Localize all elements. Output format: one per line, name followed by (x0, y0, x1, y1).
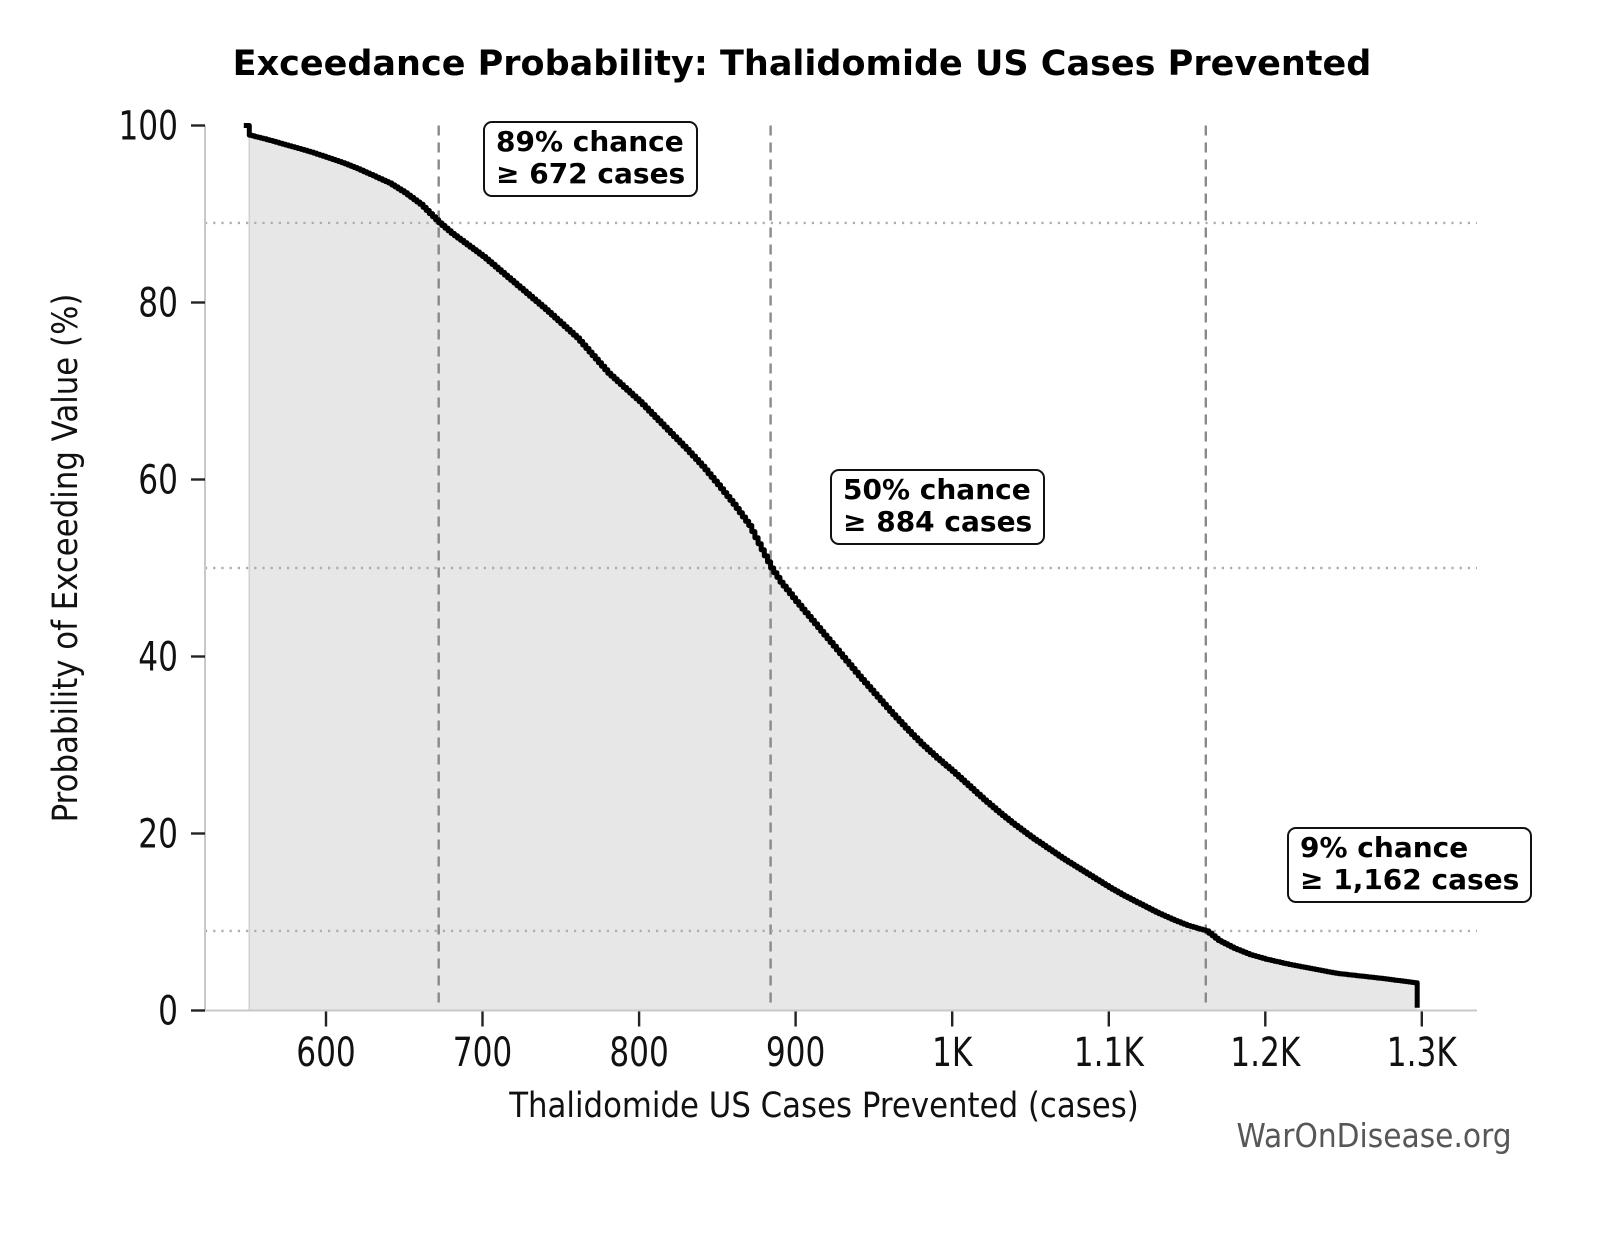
svg-text:1.2K: 1.2K (1230, 1030, 1301, 1076)
svg-text:700: 700 (453, 1030, 513, 1076)
axes-spines-ticks (191, 124, 1477, 1027)
tick-labels: 600 700 800 900 1K 1.1K 1.2K 1.3K 0 20 40 60 80 100 (118, 104, 1458, 1076)
area-fill (248, 125, 1418, 1011)
svg-text:0: 0 (158, 989, 178, 1035)
x-axis-label-text: Thalidomide US Cases Prevented (cases) (509, 1086, 1139, 1126)
annotation-box-50pct: 50% chance ≥ 884 cases (830, 469, 1046, 545)
exceedance-curve (243, 123, 1420, 1008)
svg-text:100: 100 (118, 104, 178, 150)
svg-text:600: 600 (296, 1030, 356, 1076)
svg-text:800: 800 (609, 1030, 669, 1076)
annotation-chance-label: 9% chance (1300, 831, 1469, 864)
svg-text:40: 40 (138, 635, 178, 681)
x-axis-label: Thalidomide US Cases Prevented (cases) (466, 1086, 1181, 1126)
svg-text:60: 60 (138, 458, 178, 504)
annotation-threshold-label: ≥ 1,162 cases (1300, 863, 1520, 896)
annotation-threshold-label: ≥ 884 cases (843, 505, 1033, 538)
svg-text:1K: 1K (932, 1030, 974, 1076)
footer-brand-text: WarOnDisease.org (1236, 1116, 1512, 1155)
y-axis-label: Probability of Exceeding Value (%) (46, 258, 86, 859)
annotation-chance-label: 89% chance (496, 125, 684, 158)
footer-brand: WarOnDisease.org (1206, 1116, 1512, 1155)
annotation-threshold-label: ≥ 672 cases (496, 157, 686, 190)
annotation-chance-label: 50% chance (843, 473, 1031, 506)
svg-text:900: 900 (766, 1030, 826, 1076)
svg-text:20: 20 (138, 812, 178, 858)
y-axis-label-text: Probability of Exceeding Value (%) (46, 293, 86, 823)
annotation-box-89pct: 89% chance ≥ 672 cases (483, 121, 699, 197)
svg-text:1.1K: 1.1K (1074, 1030, 1145, 1076)
svg-text:1.3K: 1.3K (1387, 1030, 1458, 1076)
chart-title: Exceedance Probability: Thalidomide US C… (232, 44, 1372, 84)
svg-text:80: 80 (138, 281, 178, 327)
annotation-box-9pct: 9% chance ≥ 1,162 cases (1287, 827, 1533, 903)
